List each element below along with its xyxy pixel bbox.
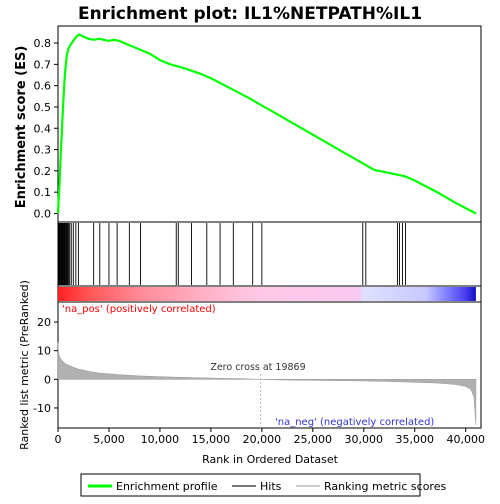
x-tick-label: 15,000	[192, 433, 231, 446]
metric-plot-frame	[57, 301, 482, 429]
metric-y-tick-label: 0	[44, 373, 51, 386]
legend: Enrichment profile Hits Ranking metric s…	[80, 473, 446, 497]
hits-panel	[57, 221, 482, 287]
es-y-tick-label: 0.7	[34, 58, 52, 71]
es-y-ticks: 0.0 0.1 0.2 0.3 0.4 0.5 0.6 0.7 0.8	[34, 37, 58, 220]
hits-frame	[57, 221, 482, 287]
x-ticks: 0 5,000 10,000 15,000 20,000 25,000 30,000 35,0…	[55, 428, 485, 446]
es-y-tick-label: 0.6	[34, 80, 52, 93]
chart-title: Enrichment plot: IL1%NETPATH%IL1	[78, 4, 422, 24]
legend-label-enrichment: Enrichment profile	[116, 480, 218, 493]
zero-cross-label: Zero cross at 19869	[210, 362, 305, 373]
es-panel: 0.0 0.1 0.2 0.3 0.4 0.5 0.6 0.7 0.8 Enrichment s…	[14, 25, 482, 223]
metric-y-tick-label: 20	[37, 316, 51, 329]
metric-panel: -10 0 10 20 'na_pos' (positively correlated…	[18, 280, 482, 450]
legend-label-hits: Hits	[260, 480, 282, 493]
es-y-tick-label: 0.3	[34, 144, 52, 157]
es-plot-frame	[57, 25, 482, 223]
x-tick-label: 25,000	[294, 433, 333, 446]
positive-correlation-label: 'na_pos' (positively correlated)	[62, 304, 216, 315]
x-tick-label: 5,000	[93, 433, 125, 446]
metric-y-ticks: -10 0 10 20	[33, 316, 58, 415]
x-tick-label: 30,000	[345, 433, 384, 446]
es-y-tick-label: 0.2	[34, 165, 52, 178]
x-axis-label: Rank in Ordered Dataset	[202, 453, 339, 466]
es-y-tick-label: 0.0	[34, 207, 52, 220]
es-y-tick-label: 0.5	[34, 101, 52, 114]
rank-gradient-bar	[58, 287, 476, 301]
x-tick-label: 0	[55, 433, 62, 446]
hit-marks	[58, 223, 407, 285]
legend-label-metric: Ranking metric scores	[324, 480, 446, 493]
es-y-tick-label: 0.8	[34, 37, 52, 50]
metric-y-tick-label: 10	[37, 345, 51, 358]
es-y-axis-label: Enrichment score (ES)	[14, 46, 29, 209]
metric-area-group	[57, 342, 477, 426]
es-y-tick-label: 0.4	[34, 122, 52, 135]
metric-y-tick-label: -10	[33, 402, 51, 415]
metric-area	[57, 342, 477, 426]
x-tick-label: 10,000	[141, 433, 180, 446]
es-line-group	[56, 33, 477, 215]
negative-correlation-label: 'na_neg' (negatively correlated)	[275, 417, 434, 428]
es-line	[56, 33, 477, 215]
es-y-tick-label: 0.1	[34, 186, 52, 199]
metric-y-axis-label: Ranked list metric (PreRanked)	[18, 280, 31, 450]
rank-gradient-panel	[57, 285, 482, 303]
x-tick-label: 20,000	[243, 433, 282, 446]
x-tick-label: 35,000	[395, 433, 434, 446]
x-tick-label: 40,000	[446, 433, 485, 446]
